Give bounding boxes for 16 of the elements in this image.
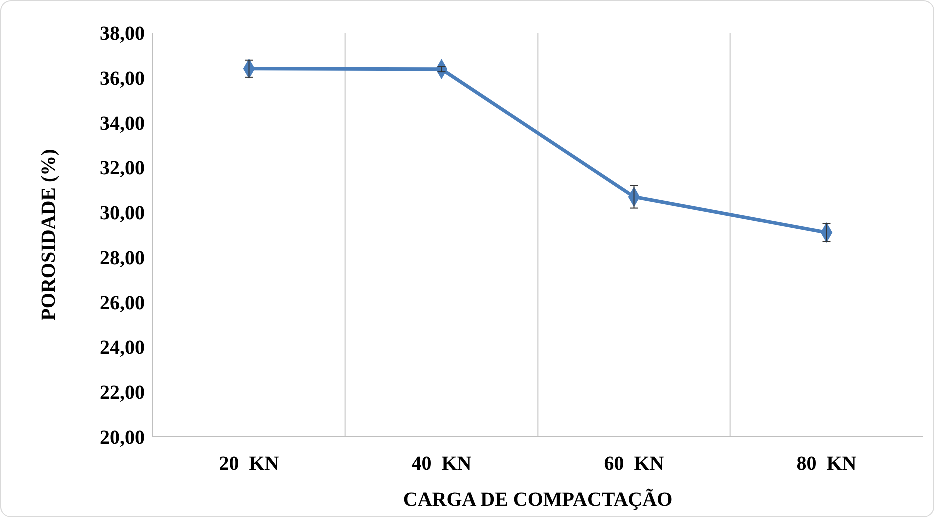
y-tick-label: 26,00: [100, 292, 145, 314]
y-tick-label: 30,00: [100, 202, 145, 225]
y-tick-label: 32,00: [100, 158, 145, 180]
y-tick-label: 38,00: [100, 23, 145, 45]
x-axis-title: CARGA DE COMPACTAÇÃO: [403, 488, 673, 511]
y-axis-title: POROSIDADE (%): [38, 149, 60, 321]
x-tick-label: 20 KN: [219, 453, 280, 475]
y-tick-label: 34,00: [100, 112, 145, 135]
x-tick-label: 80 KN: [796, 453, 858, 475]
y-tick-label: 24,00: [100, 337, 145, 360]
x-tick-label: 60 KN: [604, 453, 665, 475]
y-tick-label: 20,00: [100, 427, 145, 449]
y-tick-label: 28,00: [100, 247, 145, 270]
y-tick-label: 22,00: [100, 382, 145, 404]
y-tick-label: 36,00: [100, 68, 145, 90]
x-tick-label: 40 KN: [412, 453, 472, 475]
